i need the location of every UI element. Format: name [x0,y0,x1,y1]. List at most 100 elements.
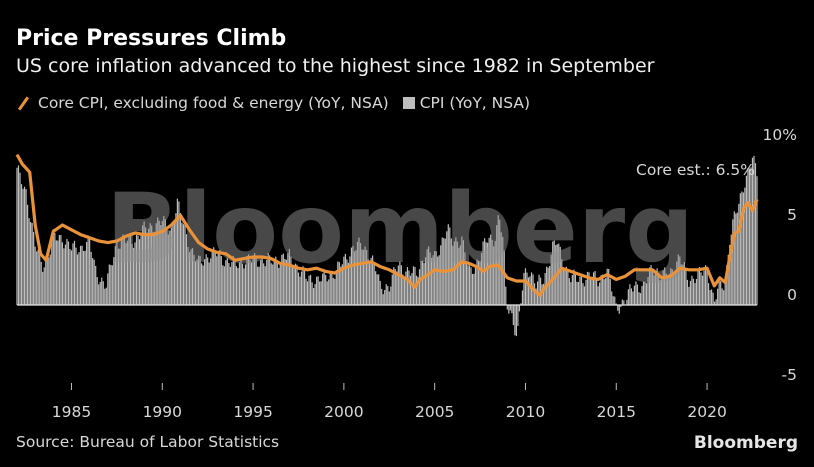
cpi-bar [406,267,409,305]
cpi-bar [648,267,651,305]
cpi-bar [281,254,283,305]
cpi-bar [620,305,622,308]
cpi-bar [381,288,383,305]
cpi-bar [33,231,35,305]
cpi-bar [102,281,104,305]
cpi-bar [193,254,195,305]
cpi-bar [42,271,44,305]
cpi-bar [683,262,685,305]
x-tick-label: 2020 [687,403,726,421]
cpi-bar [415,275,418,305]
y-tick-label: 0 [787,286,797,304]
cpi-bar [700,272,702,305]
cpi-bar [641,285,643,305]
cpi-bar [25,189,27,305]
cpi-bar [58,235,60,305]
cpi-bar [509,305,511,311]
cpi-bar [567,269,569,305]
cpi-bar [385,284,387,305]
x-tick-label: 1990 [143,403,182,421]
cpi-bar [591,278,593,305]
y-tick-label: 5 [787,206,797,224]
cpi-bar [473,273,475,305]
cpi-bar [191,248,194,305]
cpi-bar [661,279,663,305]
bloomberg-watermark: Bloomberg [106,173,694,285]
cpi-bar [75,247,77,305]
cpi-bar [462,240,465,305]
cpi-bar [125,243,127,305]
cpi-bar [347,262,350,305]
cpi-bar [229,266,231,305]
cpi-bar [583,286,586,305]
cpi-bar [667,278,669,305]
cpi-bar [674,271,676,305]
cpi-bar [163,216,165,305]
cpi-bar [382,294,384,305]
cpi-bar [440,245,442,305]
cpi-bar [95,265,97,305]
cpi-bar [738,203,740,305]
cpi-bar [197,255,200,305]
cpi-bar [294,263,297,305]
cpi-bar [266,260,268,305]
cpi-bar [270,263,272,305]
cpi-bar [603,279,605,305]
cpi-bar [618,305,620,314]
cpi-bar [508,305,510,314]
cpi-bar [123,237,126,305]
y-axis-ticks: -5 0 5 10% [763,126,797,384]
cpi-bar [208,262,210,305]
cpi-bar [358,237,360,305]
cpi-bar [592,272,595,305]
cpi-bar [116,242,118,305]
cpi-bar [70,250,73,305]
cpi-bar [202,265,204,305]
cpi-bar [255,258,257,305]
cpi-bar [655,271,657,305]
cpi-bar [408,270,410,305]
cpi-bar [606,268,608,305]
cpi-bar [630,288,632,305]
cpi-bar [39,251,41,305]
cpi-bar [176,198,179,305]
cpi-bar [52,229,54,305]
cpi-bar [226,257,228,305]
cpi-bar [503,250,505,305]
cpi-bar [564,270,566,305]
cpi-bar [732,219,734,305]
cpi-bar [650,265,652,305]
cpi-bar [447,224,449,305]
cpi-bar [257,266,259,305]
cpi-bar [723,290,725,305]
cpi-bar [574,274,577,305]
cpi-bar [214,253,216,305]
cpi-bar [142,225,144,305]
cpi-bar [397,265,399,305]
cpi-bar [319,281,321,305]
cpi-bar [308,275,310,305]
cpi-bar [284,258,286,305]
cpi-bar [745,175,748,305]
cpi-bar [658,272,660,305]
cpi-bar [517,305,519,326]
cpi-bar [518,305,521,312]
cpi-bar [145,227,147,305]
cpi-bar [228,263,230,305]
cpi-bar [452,245,454,305]
cpi-bar [172,224,174,305]
cpi-bar [173,222,175,305]
cpi-bar [231,262,233,305]
cpi-bar [375,271,377,305]
cpi-bar [190,249,192,305]
cpi-bar [535,288,537,305]
cpi-bar [73,240,76,305]
cpi-bar [276,262,278,305]
cpi-bar [465,262,468,305]
cpi-bar [420,260,422,305]
cpi-bar [686,279,688,305]
cpi-bar [138,239,141,305]
cpi-bar [322,273,324,305]
cpi-bar [582,283,584,305]
